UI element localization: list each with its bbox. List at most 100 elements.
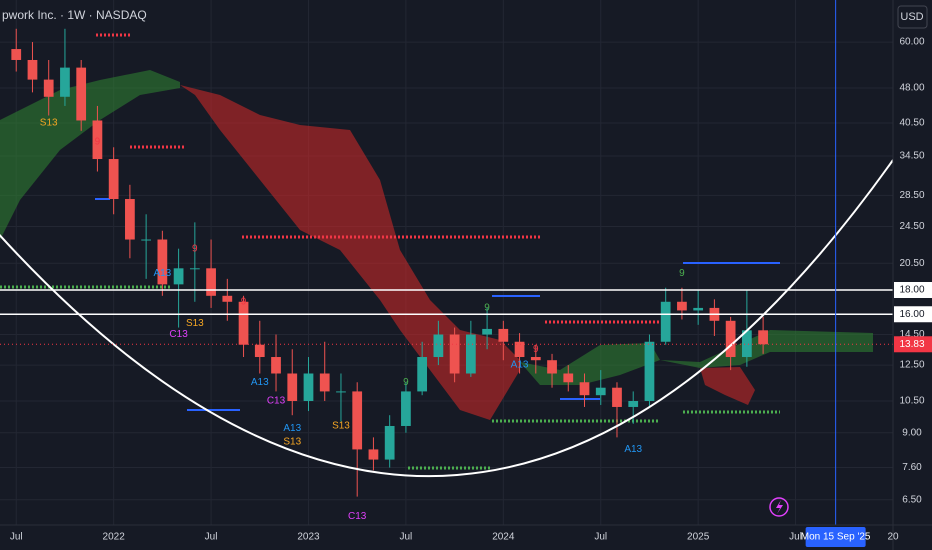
candle-body <box>563 373 574 383</box>
cloud-green <box>520 343 660 385</box>
candle-body <box>628 400 639 407</box>
candle-body <box>125 199 135 240</box>
candle-body <box>303 373 314 401</box>
annotation: S13 <box>40 118 58 129</box>
cloud-green <box>0 70 180 240</box>
annotation: 9 <box>241 296 247 307</box>
annotation: 9 <box>484 303 490 314</box>
y-tick-label: 60.00 <box>899 37 924 48</box>
cloud-green <box>660 330 873 368</box>
candle-body <box>465 334 476 374</box>
candle-body <box>92 120 103 160</box>
crosshair-label: Mon 15 Sep '25 <box>801 532 871 543</box>
annotation: A13 <box>624 444 642 455</box>
candle-body <box>530 357 541 361</box>
candle-body <box>336 391 346 393</box>
axis-labels: 6.50 7.60 9.00 10.50 12.50 14.50 20.50 24.50 28.… <box>10 37 932 547</box>
candle-body <box>482 328 492 335</box>
x-tick-label: 2022 <box>103 532 126 543</box>
y-tick-label: 28.50 <box>899 190 924 201</box>
annotation: 9 <box>95 136 101 147</box>
candle-body <box>271 357 281 374</box>
annotation: A13 <box>153 268 171 279</box>
x-tick-label: 20 <box>887 532 899 543</box>
candle-body <box>612 387 622 407</box>
x-tick-label: Jul <box>205 532 218 543</box>
level-label: 16.00 <box>899 309 924 320</box>
x-tick-label: Jul <box>10 532 23 543</box>
candle-body <box>352 391 363 450</box>
alert-icon[interactable] <box>769 497 789 517</box>
x-tick-label: Jul <box>789 532 802 543</box>
candle-body <box>384 425 395 460</box>
candles <box>11 28 768 497</box>
candle-body <box>238 301 249 345</box>
candle-body <box>173 268 184 285</box>
candle-body <box>157 239 168 285</box>
candle-body <box>644 341 655 401</box>
y-tick-label: 48.00 <box>899 83 924 94</box>
y-tick-label: 24.50 <box>899 221 924 232</box>
candle-body <box>319 373 330 392</box>
x-tick-label: Jul <box>594 532 607 543</box>
overlay: S139A1399S13C13A13C13A13S13S13C1399A139A… <box>0 0 893 525</box>
annotation: 9 <box>679 268 685 279</box>
y-tick-label: 10.50 <box>899 396 924 407</box>
annotation: 9 <box>533 344 539 355</box>
last-price-box <box>894 336 932 353</box>
annotation: C13 <box>267 396 286 407</box>
candle-body <box>547 360 557 374</box>
level-label: 18.00 <box>899 285 924 296</box>
alert-icon-bolt <box>776 500 783 514</box>
candle-body <box>725 320 736 358</box>
y-tick-label: 9.00 <box>902 427 922 438</box>
candle-body <box>254 344 265 358</box>
candle-body <box>222 295 233 302</box>
candle-body <box>433 334 444 358</box>
level-label-box <box>894 306 932 323</box>
candle-body <box>189 268 200 270</box>
y-tick-label: 40.50 <box>899 118 924 129</box>
x-tick-label: 2023 <box>297 532 320 543</box>
annotation: 9 <box>403 377 409 388</box>
candle-body <box>401 391 411 426</box>
candle-body <box>758 330 768 345</box>
y-tick-label: 34.50 <box>899 151 924 162</box>
candle-body <box>677 301 687 311</box>
annotation: S13 <box>332 421 350 432</box>
candle-body <box>742 330 752 358</box>
candle-body <box>449 334 460 374</box>
cup-arc <box>0 159 894 478</box>
crosshair-label-box <box>805 527 866 547</box>
candle-body <box>660 301 671 342</box>
x-tick-label: Jul <box>400 532 413 543</box>
candle-body <box>76 67 87 121</box>
y-tick-label: 7.60 <box>902 462 922 473</box>
x-tick-label: 2025 <box>687 532 710 543</box>
y-tick-label: 6.50 <box>902 494 922 505</box>
candle-body <box>206 268 216 296</box>
candle-body <box>417 357 428 392</box>
candle-body <box>43 79 54 97</box>
chart-title: pwork Inc. · 1W · NASDAQ <box>2 8 147 22</box>
indicator-dots <box>0 33 780 470</box>
annotation: A13 <box>251 377 269 388</box>
time-axis <box>0 525 932 550</box>
last-price-label: 13.83 <box>899 339 924 350</box>
y-tick-label: 20.50 <box>899 258 924 269</box>
annotation: S13 <box>186 318 204 329</box>
annotation: A13 <box>511 360 529 371</box>
candle-body <box>579 382 590 396</box>
grid <box>0 0 894 525</box>
annotation: A13 <box>283 423 301 434</box>
annotation: S13 <box>283 437 301 448</box>
x-tick-label: 2024 <box>492 532 515 543</box>
y-tick-label: 12.50 <box>899 360 924 371</box>
cloud-red <box>700 367 755 405</box>
candle-body <box>693 307 704 311</box>
y-tick-label: 14.50 <box>899 329 924 340</box>
candle-body <box>108 159 119 200</box>
annotation: C13 <box>169 329 188 340</box>
candle-body <box>141 239 151 241</box>
